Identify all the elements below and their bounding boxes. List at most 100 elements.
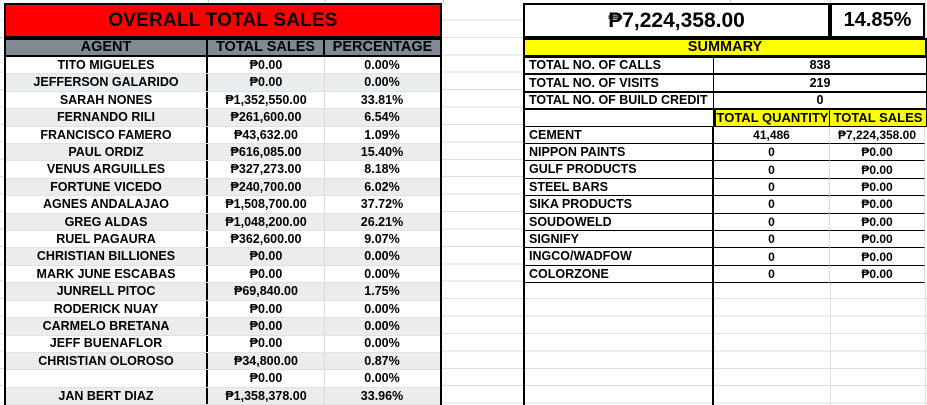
agent-percentage-cell[interactable]: 0.00% bbox=[364, 266, 400, 281]
agent-percentage-cell[interactable]: 0.00% bbox=[364, 371, 400, 386]
stat-label-cell[interactable]: TOTAL NO. OF BUILD CREDIT bbox=[523, 91, 714, 110]
agent-name-cell[interactable]: AGNES ANDALAJAO bbox=[6, 196, 208, 213]
product-quantity-cell[interactable]: 41,486 bbox=[714, 126, 830, 145]
agent-total-sales-cell[interactable]: ₱0.00 bbox=[208, 370, 325, 387]
agent-name-cell[interactable]: VENUS ARGUILLES bbox=[6, 161, 208, 178]
product-quantity-cell[interactable]: 0 bbox=[714, 178, 830, 197]
agent-total-sales-cell[interactable]: ₱240,700.00 bbox=[208, 178, 325, 196]
product-name-cell[interactable]: SOUDOWELD bbox=[523, 213, 714, 232]
agent-name-cell[interactable]: TITO MIGUELES bbox=[6, 57, 208, 74]
agent-percentage-cell[interactable]: 15.40% bbox=[360, 144, 404, 159]
product-name-cell[interactable]: SIGNIFY bbox=[523, 231, 714, 249]
agent-name-cell[interactable]: RODERICK NUAY bbox=[6, 300, 208, 318]
agent-name-cell[interactable]: JUNRELL PITOC bbox=[6, 283, 208, 300]
product-quantity-cell[interactable]: 0 bbox=[714, 144, 830, 162]
agent-total-sales-cell[interactable]: ₱616,085.00 bbox=[208, 144, 325, 161]
agent-column-header[interactable]: AGENT bbox=[4, 38, 208, 57]
summary-header[interactable]: SUMMARY bbox=[523, 38, 927, 57]
agent-percentage-cell[interactable]: 0.00% bbox=[364, 57, 400, 72]
product-sales-cell[interactable]: ₱0.00 bbox=[830, 213, 925, 232]
stat-value-cell[interactable]: 0 bbox=[714, 91, 927, 110]
agent-total-sales-cell[interactable]: ₱1,358,378.00 bbox=[208, 387, 325, 405]
agent-name-cell[interactable]: CHRISTIAN OLOROSO bbox=[6, 352, 208, 370]
agent-percentage-cell[interactable]: 8.18% bbox=[364, 162, 400, 177]
product-sales-cell[interactable]: ₱0.00 bbox=[830, 178, 925, 197]
agent-percentage-cell[interactable]: 26.21% bbox=[360, 214, 404, 229]
agent-total-sales-cell[interactable]: ₱1,508,700.00 bbox=[208, 196, 325, 213]
overall-total-sales-title[interactable]: OVERALL TOTAL SALES bbox=[4, 3, 442, 38]
product-quantity-cell[interactable]: 0 bbox=[714, 231, 830, 249]
agent-percentage-cell[interactable]: 9.07% bbox=[364, 232, 400, 247]
product-name-cell[interactable]: CEMENT bbox=[523, 126, 714, 145]
agent-name-cell[interactable]: FORTUNE VICEDO bbox=[6, 178, 208, 196]
product-quantity-cell[interactable]: 0 bbox=[714, 265, 830, 284]
total-sales-column-header[interactable]: TOTAL SALES bbox=[208, 38, 325, 57]
agent-percentage-cell[interactable]: 0.00% bbox=[364, 301, 400, 316]
percentage-column-header[interactable]: PERCENTAGE bbox=[325, 38, 442, 57]
total-sales-right-column-header[interactable]: TOTAL SALES bbox=[830, 109, 927, 127]
product-name-cell[interactable]: INGCO/WADFOW bbox=[523, 248, 714, 266]
agent-total-sales-cell[interactable]: ₱0.00 bbox=[208, 74, 325, 91]
product-quantity-cell[interactable]: 0 bbox=[714, 248, 830, 266]
product-name-cell[interactable]: NIPPON PAINTS bbox=[523, 144, 714, 162]
agent-name-cell[interactable]: JEFF BUENAFLOR bbox=[6, 335, 208, 352]
agent-total-sales-cell[interactable]: ₱0.00 bbox=[208, 57, 325, 74]
agent-total-sales-cell[interactable]: ₱43,632.00 bbox=[208, 126, 325, 144]
agent-total-sales-cell[interactable]: ₱0.00 bbox=[208, 335, 325, 352]
product-sales-cell[interactable]: ₱0.00 bbox=[830, 265, 925, 284]
product-sales-cell[interactable]: ₱0.00 bbox=[830, 248, 925, 266]
product-header-blank-cell[interactable] bbox=[523, 109, 714, 127]
agent-percentage-cell[interactable]: 33.96% bbox=[360, 388, 404, 403]
agent-total-sales-cell[interactable]: ₱1,352,550.00 bbox=[208, 91, 325, 109]
stat-label-cell[interactable]: TOTAL NO. OF VISITS bbox=[523, 74, 714, 92]
product-quantity-cell[interactable]: 0 bbox=[714, 196, 830, 214]
agent-name-cell[interactable]: GREG ALDAS bbox=[6, 213, 208, 231]
stat-value-cell[interactable]: 219 bbox=[714, 74, 927, 92]
product-name-cell[interactable]: COLORZONE bbox=[523, 265, 714, 284]
agent-name-cell[interactable]: JAN BERT DIAZ bbox=[6, 387, 208, 405]
agent-total-sales-cell[interactable]: ₱0.00 bbox=[208, 265, 325, 283]
product-name-cell[interactable]: STEEL BARS bbox=[523, 178, 714, 197]
total-quantity-column-header[interactable]: TOTAL QUANTITY bbox=[714, 109, 830, 127]
product-sales-cell[interactable]: ₱0.00 bbox=[830, 144, 925, 162]
agent-percentage-cell[interactable]: 0.87% bbox=[364, 353, 400, 368]
agent-name-cell[interactable] bbox=[6, 370, 208, 387]
agent-total-sales-cell[interactable]: ₱327,273.00 bbox=[208, 161, 325, 178]
agent-name-cell[interactable]: FRANCISCO FAMERO bbox=[6, 126, 208, 144]
product-name-cell[interactable]: GULF PRODUCTS bbox=[523, 161, 714, 179]
grand-percentage-cell[interactable]: 14.85% bbox=[830, 3, 925, 38]
agent-percentage-cell[interactable]: 0.00% bbox=[364, 336, 400, 351]
agent-percentage-cell[interactable]: 6.02% bbox=[364, 179, 400, 194]
agent-percentage-cell[interactable]: 0.00% bbox=[364, 75, 400, 90]
agent-name-cell[interactable]: MARK JUNE ESCABAS bbox=[6, 265, 208, 283]
agent-percentage-cell[interactable]: 37.72% bbox=[360, 197, 404, 212]
product-sales-cell[interactable]: ₱0.00 bbox=[830, 231, 925, 249]
agent-name-cell[interactable]: FERNANDO RILI bbox=[6, 109, 208, 126]
product-quantity-cell[interactable]: 0 bbox=[714, 161, 830, 179]
agent-name-cell[interactable]: SARAH NONES bbox=[6, 91, 208, 109]
agent-name-cell[interactable]: RUEL PAGAURA bbox=[6, 231, 208, 248]
agent-total-sales-cell[interactable]: ₱362,600.00 bbox=[208, 231, 325, 248]
product-sales-cell[interactable]: ₱0.00 bbox=[830, 161, 925, 179]
product-name-cell[interactable]: SIKA PRODUCTS bbox=[523, 196, 714, 214]
product-sales-cell[interactable]: ₱0.00 bbox=[830, 196, 925, 214]
product-quantity-cell[interactable]: 0 bbox=[714, 213, 830, 232]
stat-label-cell[interactable]: TOTAL NO. OF CALLS bbox=[523, 57, 714, 75]
agent-total-sales-cell[interactable]: ₱0.00 bbox=[208, 300, 325, 318]
agent-percentage-cell[interactable]: 1.09% bbox=[364, 127, 400, 142]
agent-name-cell[interactable]: CARMELO BRETANA bbox=[6, 318, 208, 335]
agent-percentage-cell[interactable]: 33.81% bbox=[360, 92, 404, 107]
agent-name-cell[interactable]: JEFFERSON GALARIDO bbox=[6, 74, 208, 91]
agent-percentage-cell[interactable]: 1.75% bbox=[364, 284, 400, 299]
agent-name-cell[interactable]: CHRISTIAN BILLIONES bbox=[6, 248, 208, 265]
agent-total-sales-cell[interactable]: ₱0.00 bbox=[208, 318, 325, 335]
agent-percentage-cell[interactable]: 0.00% bbox=[364, 319, 400, 334]
agent-name-cell[interactable]: PAUL ORDIZ bbox=[6, 144, 208, 161]
agent-total-sales-cell[interactable]: ₱1,048,200.00 bbox=[208, 213, 325, 231]
product-sales-cell[interactable]: ₱7,224,358.00 bbox=[830, 126, 925, 145]
agent-total-sales-cell[interactable]: ₱0.00 bbox=[208, 248, 325, 265]
grand-total-cell[interactable]: ₱7,224,358.00 bbox=[523, 3, 830, 38]
agent-total-sales-cell[interactable]: ₱34,800.00 bbox=[208, 352, 325, 370]
agent-total-sales-cell[interactable]: ₱261,600.00 bbox=[208, 109, 325, 126]
agent-total-sales-cell[interactable]: ₱69,840.00 bbox=[208, 283, 325, 300]
